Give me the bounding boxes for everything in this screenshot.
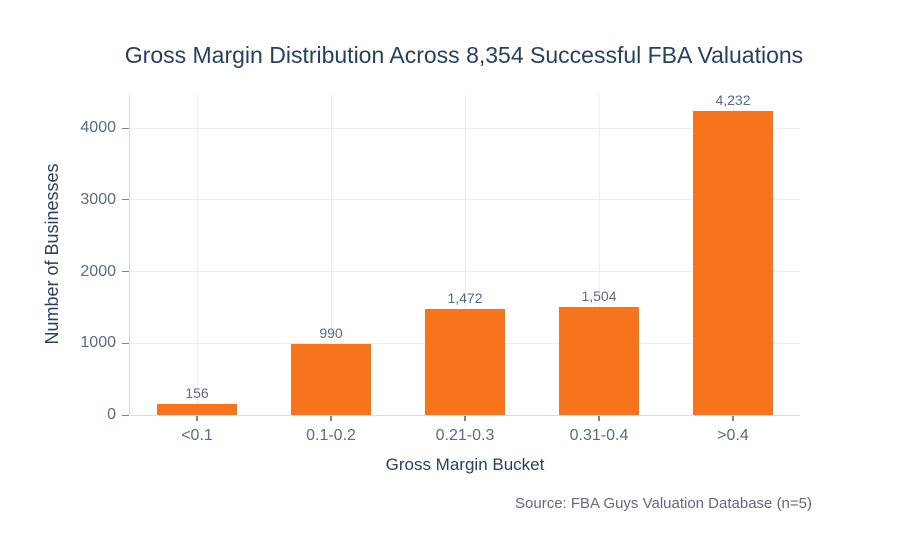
y-tick-label: 2000 [80, 262, 116, 280]
y-tick [122, 414, 129, 416]
x-tick-label: 0.1-0.2 [306, 427, 356, 444]
v-gridline [464, 95, 466, 415]
x-tick-label: <0.1 [181, 427, 213, 444]
x-tick [330, 416, 332, 421]
bar [157, 403, 237, 415]
bar-value-label: 1,504 [581, 288, 617, 305]
y-tick [122, 127, 129, 129]
x-tick-label: 0.21-0.3 [435, 427, 495, 444]
x-tick [732, 416, 734, 421]
y-tick-label: 4000 [80, 119, 116, 136]
x-tick [196, 416, 198, 421]
h-gridline [130, 199, 800, 201]
v-gridline [196, 95, 198, 415]
x-tick-label: >0.4 [717, 427, 749, 444]
bar [291, 343, 371, 415]
y-axis-title: Number of Businesses [42, 163, 62, 345]
x-tick [464, 416, 466, 421]
y-tick [122, 342, 129, 344]
chart-title: Gross Margin Distribution Across 8,354 S… [124, 42, 804, 68]
y-tick [122, 271, 129, 272]
x-axis-title: Gross Margin Bucket [385, 455, 545, 474]
bar-value-label: 990 [319, 324, 343, 341]
y-tick [122, 199, 129, 201]
x-tick-label: 0.31-0.4 [569, 427, 629, 444]
y-tick-label: 0 [107, 406, 116, 423]
bar [693, 111, 773, 415]
x-tick [598, 416, 600, 421]
h-gridline [130, 127, 800, 129]
bar-value-label: 4,232 [715, 92, 751, 109]
v-gridline [330, 95, 332, 415]
bar-value-label: 1,472 [447, 290, 483, 307]
y-tick-label: 3000 [80, 190, 116, 208]
x-axis-line [130, 415, 800, 416]
plot-area: 156 990 1,472 1,504 4,232 [130, 92, 800, 415]
y-axis-line [129, 95, 130, 415]
v-gridline [598, 95, 600, 415]
bar-value-label: 156 [185, 384, 209, 401]
bar [425, 309, 505, 415]
source-note: Source: FBA Guys Valuation Database (n=5… [515, 495, 812, 512]
y-tick-label: 1000 [80, 334, 116, 352]
bar [559, 307, 639, 415]
h-gridline [130, 271, 800, 272]
